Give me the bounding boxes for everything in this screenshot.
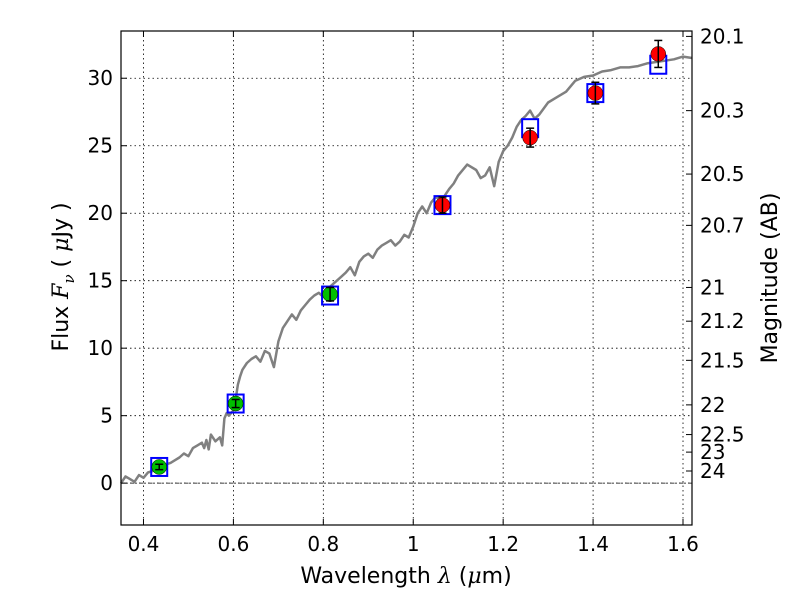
- x-axis-title: Wavelength λ (μm): [300, 564, 511, 589]
- spectrum-line: [119, 55, 693, 484]
- mag-tick-label: 20.1: [700, 24, 745, 48]
- mag-tick-label: 22: [700, 393, 725, 417]
- y-axis-title: Flux Fν ( μJy ): [49, 202, 78, 351]
- y-tick-label: 30: [88, 66, 113, 90]
- model-photometry-square: [150, 456, 169, 477]
- x-tick-label: 0.6: [217, 532, 249, 556]
- plot-frame: [120, 30, 693, 526]
- y-tick-label: 20: [88, 201, 113, 225]
- mag-tick-label: 20.3: [700, 99, 745, 123]
- mag-tick-label: 20.5: [700, 162, 745, 186]
- x-tick-label: 0.4: [128, 532, 160, 556]
- mag-tick-label: 21: [700, 275, 725, 299]
- y-tick-label: 5: [100, 404, 113, 428]
- data-series: [119, 39, 693, 484]
- y2-axis-title: Magnitude (AB): [758, 193, 783, 364]
- y-tick-label: 0: [100, 471, 113, 495]
- y-tick-label: 10: [88, 336, 113, 360]
- axes: [120, 30, 693, 526]
- x-tick-label: 1.6: [667, 532, 699, 556]
- x-tick-label: 1: [407, 532, 420, 556]
- y-tick-label: 15: [88, 269, 113, 293]
- y-tick-label: 25: [88, 134, 113, 158]
- mag-tick-label: 24: [700, 459, 725, 483]
- x-tick-label: 1.2: [487, 532, 519, 556]
- x-tick-label: 0.8: [307, 532, 339, 556]
- x-tick-label: 1.4: [577, 532, 609, 556]
- mag-tick-label: 23: [700, 440, 725, 464]
- mag-tick-label: 21.5: [700, 348, 745, 372]
- mag-tick-label: 22.5: [700, 423, 745, 447]
- tick-labels: 0.4 0.6 0.8 1 1.2 1.4 1.6 0 5 10 15 20 25 30 20.1 20.3 2…: [88, 24, 745, 556]
- grid-lines: [121, 31, 692, 525]
- mag-tick-label: 21.2: [700, 309, 745, 333]
- model-photometry-square: [433, 195, 452, 216]
- mag-tick-label: 20.7: [700, 213, 745, 237]
- model-photometry-square: [226, 393, 245, 414]
